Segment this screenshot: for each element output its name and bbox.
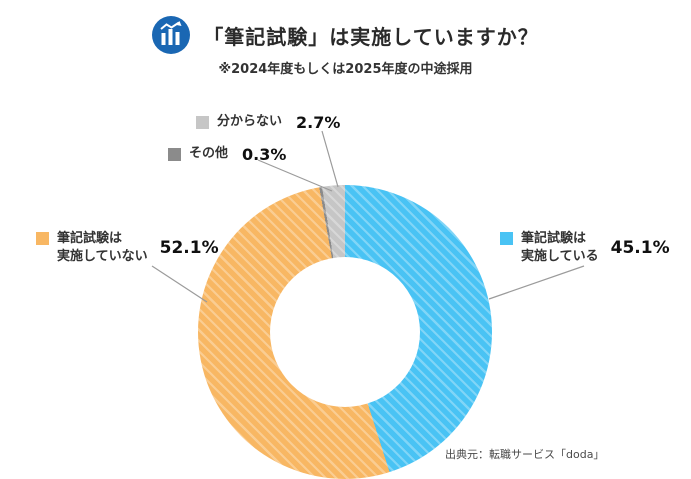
source-credit: 出典元：転職サービス「doda」 [445,448,605,461]
leader-line-right [488,265,585,300]
legend-value: 45.1% [610,238,670,259]
legend-item-not-implemented: 筆記試験は 実施していない 52.1% [36,230,219,266]
header: 「筆記試験」は実施していますか？ [0,16,691,54]
legend-value: 2.7% [296,113,341,132]
leader-line-left [151,265,208,303]
legend-value: 0.3% [242,145,287,164]
legend-label: 筆記試験は 実施していない [57,231,148,265]
legend-swatch-implemented [500,232,513,245]
legend-item-implemented: 筆記試験は 実施している 45.1% [500,230,670,266]
legend-value: 52.1% [159,238,219,259]
legend-item-wakaranai: 分からない 2.7% [196,113,340,132]
page-subtitle: ※2024年度もしくは2025年度の中途採用 [218,62,473,77]
leader-line-wakaranai [321,130,339,188]
legend-swatch-not-implemented [36,232,49,245]
legend-label: その他 [189,146,229,162]
legend-label: 筆記試験は 実施している [521,231,599,265]
page-title: 「筆記試験」は実施していますか？ [203,24,539,49]
legend-label: 分からない [217,114,283,130]
bar-chart-icon [152,16,191,54]
legend-swatch-sonota [168,148,181,161]
donut-hole [270,257,420,407]
legend-item-sonota: その他 0.3% [168,145,286,164]
donut-chart [198,185,492,479]
legend-swatch-wakaranai [196,116,209,129]
